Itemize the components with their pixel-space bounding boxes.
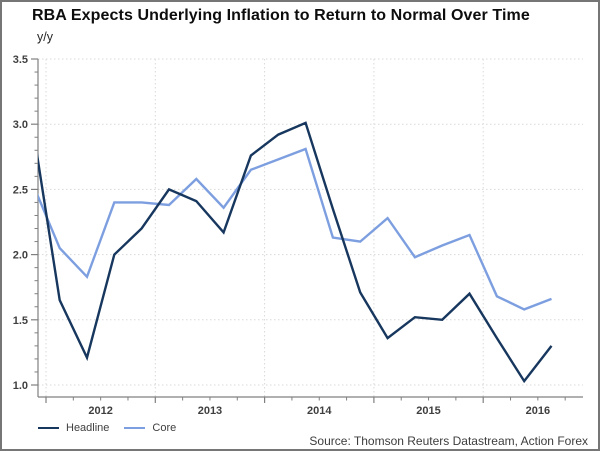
x-tick-label: 2012 xyxy=(88,405,112,417)
core-line-swatch xyxy=(124,427,146,429)
source-attribution: Source: Thomson Reuters Datastream, Acti… xyxy=(309,434,588,448)
y-tick-label: 2.5 xyxy=(13,184,28,196)
chart-title: RBA Expects Underlying Inflation to Retu… xyxy=(32,7,530,24)
headline-line xyxy=(38,121,553,384)
x-tick-label: 2016 xyxy=(526,405,550,417)
y-tick-label: 1.0 xyxy=(13,380,28,392)
x-tick-label: 2015 xyxy=(416,405,440,417)
y-tick-label: 3.5 xyxy=(13,54,28,66)
legend-label-headline: Headline xyxy=(66,422,110,434)
x-tick-label: 2014 xyxy=(307,405,332,417)
y-tick-label: 2.0 xyxy=(13,250,28,262)
chart-legend: Headline Core xyxy=(38,422,176,434)
y-axis-unit-label: y/y xyxy=(37,30,53,44)
legend-item-headline: Headline xyxy=(38,422,109,434)
x-tick-label: 2013 xyxy=(198,405,222,417)
headline-line-swatch xyxy=(38,427,59,429)
core-line xyxy=(38,147,552,311)
y-tick-label: 3.0 xyxy=(13,119,28,131)
legend-label-core: Core xyxy=(152,422,177,434)
legend-item-core: Core xyxy=(124,422,176,434)
y-tick-label: 1.5 xyxy=(13,315,28,327)
